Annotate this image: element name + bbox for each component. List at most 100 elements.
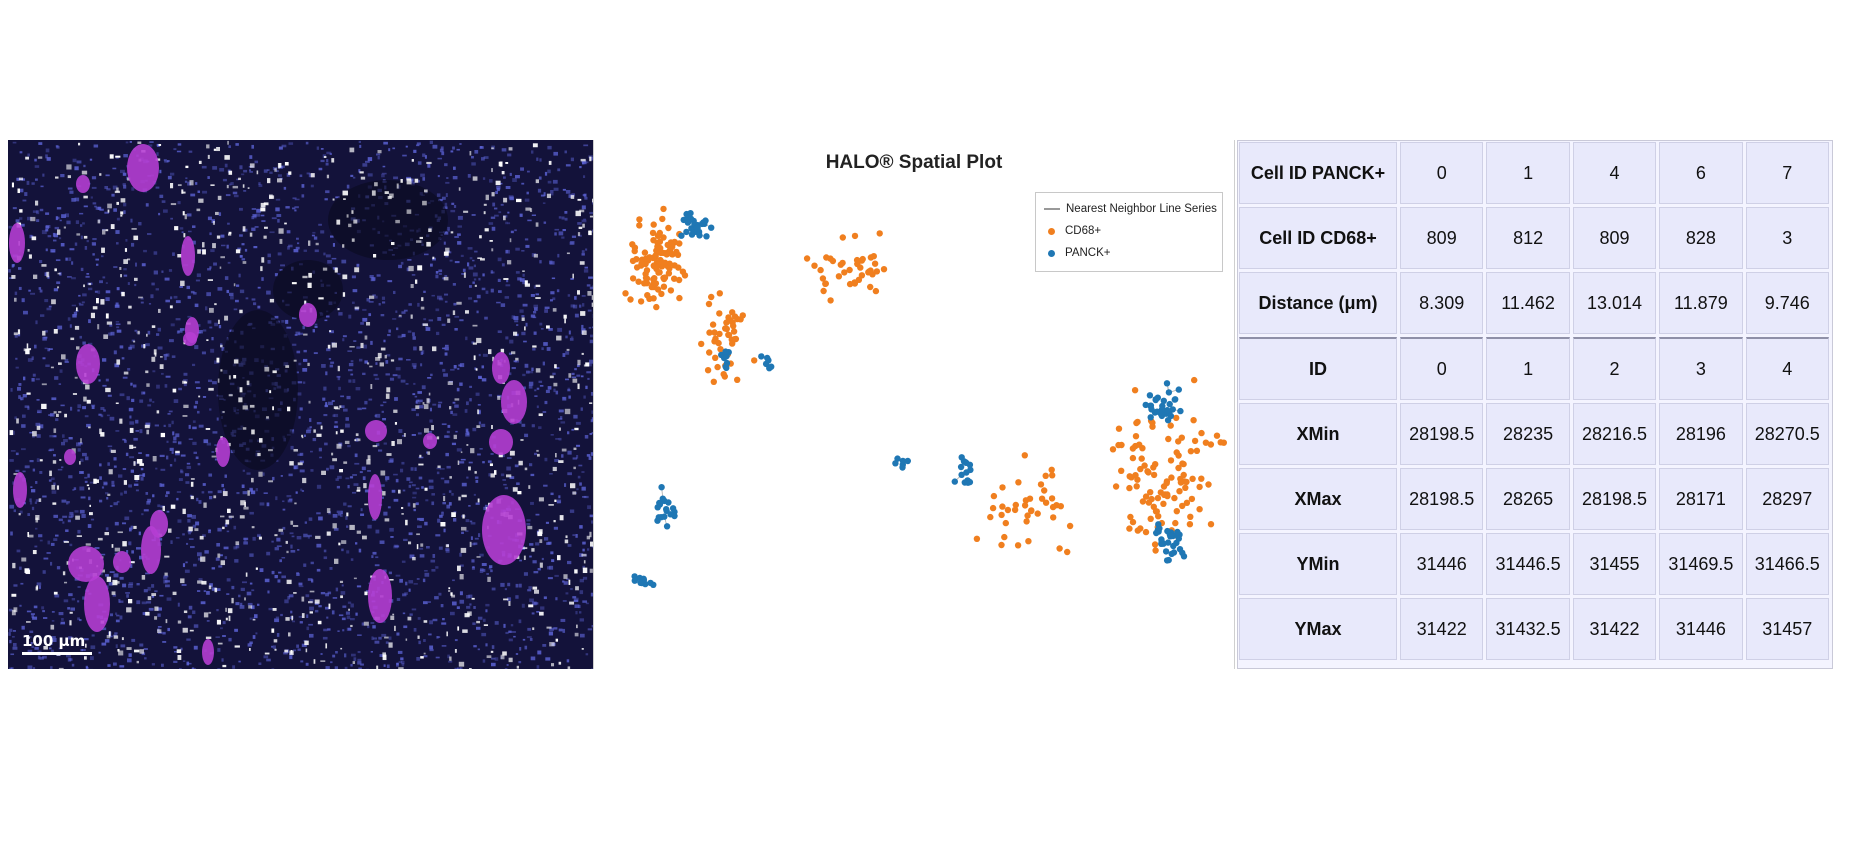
- data-point: [873, 268, 881, 275]
- data-point: [730, 328, 738, 335]
- data-point: [1042, 499, 1050, 506]
- data-point: [711, 329, 718, 336]
- data-point: [1213, 432, 1221, 439]
- data-point: [1183, 478, 1190, 486]
- data-point: [1037, 481, 1045, 488]
- data-point: [958, 471, 965, 478]
- data-point: [1022, 497, 1030, 504]
- scale-bar-line: [22, 652, 92, 655]
- data-point: [694, 224, 701, 232]
- data-point: [641, 249, 649, 256]
- data-point: [1142, 493, 1150, 500]
- data-point: [973, 535, 981, 542]
- data-point: [1004, 506, 1012, 514]
- data-point: [1021, 502, 1029, 509]
- data-point: [1150, 471, 1158, 479]
- data-point: [739, 312, 746, 319]
- data-point: [1173, 414, 1180, 422]
- table-cell: 31446: [1400, 533, 1484, 595]
- data-point: [1038, 495, 1046, 502]
- data-point: [663, 251, 670, 258]
- data-point: [957, 463, 965, 471]
- data-point: [704, 367, 712, 374]
- data-point: [1183, 499, 1191, 506]
- data-point: [722, 363, 729, 370]
- table-cell: 28265: [1486, 468, 1570, 530]
- data-point: [876, 230, 883, 237]
- data-point: [703, 233, 710, 240]
- data-point: [1042, 472, 1049, 479]
- data-point: [658, 290, 665, 298]
- data-point: [654, 504, 661, 511]
- data-point: [1205, 481, 1212, 488]
- data-point: [665, 499, 672, 506]
- data-point: [1148, 406, 1155, 413]
- cd68-cells-layer: [9, 140, 593, 669]
- data-point: [1163, 479, 1170, 487]
- data-point: [859, 255, 866, 263]
- table-row: YMin 31446 31446.5 31455 31469.5 31466.5: [1239, 533, 1829, 595]
- scale-bar-label: 100 μm: [22, 632, 86, 650]
- data-point: [1164, 491, 1171, 498]
- data-point: [1187, 513, 1194, 520]
- data-point: [1156, 525, 1163, 532]
- data-point: [642, 255, 650, 262]
- data-point: [1207, 441, 1215, 448]
- data-point: [687, 210, 694, 217]
- data-point: [1155, 513, 1162, 520]
- data-point: [987, 513, 994, 521]
- data-point: [1217, 439, 1224, 446]
- table-cell: 31469.5: [1659, 533, 1743, 595]
- data-point: [858, 272, 866, 279]
- data-point: [1011, 506, 1019, 514]
- data-point: [725, 314, 732, 321]
- data-point: [665, 224, 672, 232]
- table-cell: 8.309: [1400, 272, 1484, 334]
- row-header: Distance (μm): [1239, 272, 1397, 334]
- data-point: [1118, 467, 1125, 474]
- data-point: [1160, 397, 1167, 404]
- data-point: [654, 232, 662, 239]
- data-point: [671, 262, 678, 269]
- data-point: [857, 264, 864, 271]
- table-cell: 828: [1659, 207, 1743, 269]
- results-table: Cell ID PANCK+ 0 1 4 6 7 Cell ID CD68+ 809 812 80…: [1238, 141, 1832, 663]
- data-point: [716, 330, 723, 338]
- panck-cells-layer: [9, 144, 527, 665]
- data-point: [653, 265, 660, 272]
- data-point: [1163, 557, 1171, 564]
- data-point: [1129, 518, 1137, 526]
- data-point: [1002, 519, 1009, 527]
- data-point: [1177, 407, 1184, 415]
- data-point: [661, 274, 669, 281]
- chart-title: HALO® Spatial Plot: [825, 152, 1003, 173]
- data-point: [811, 262, 818, 269]
- data-point: [1157, 410, 1165, 418]
- data-point: [1139, 498, 1147, 505]
- data-point: [1164, 417, 1172, 424]
- data-point: [732, 335, 740, 343]
- data-point: [644, 292, 651, 299]
- data-point: [1057, 503, 1064, 510]
- legend-line-swatch: [1044, 208, 1060, 210]
- row-header: Cell ID PANCK+: [1239, 142, 1397, 204]
- data-point: [1136, 441, 1143, 448]
- results-table-panel: Cell ID PANCK+ 0 1 4 6 7 Cell ID CD68+ 809 812 80…: [1237, 140, 1833, 669]
- table-cell: 31422: [1572, 598, 1657, 660]
- data-point: [880, 266, 888, 273]
- table-row: ID 0 1 2 3 4: [1239, 337, 1829, 400]
- data-point: [1193, 447, 1201, 454]
- data-point: [1160, 500, 1167, 507]
- table-cell: 31446: [1659, 598, 1743, 660]
- data-point: [673, 248, 680, 256]
- data-point: [1175, 386, 1182, 393]
- table-cell: 3: [1659, 337, 1743, 400]
- data-point: [1056, 545, 1063, 552]
- table-row: Distance (μm) 8.309 11.462 13.014 11.879 9.74…: [1239, 272, 1829, 334]
- data-point: [1115, 425, 1123, 432]
- data-point: [1109, 446, 1117, 453]
- data-point: [663, 523, 671, 530]
- data-point: [1134, 527, 1141, 534]
- data-point: [998, 541, 1005, 549]
- data-point: [667, 287, 675, 294]
